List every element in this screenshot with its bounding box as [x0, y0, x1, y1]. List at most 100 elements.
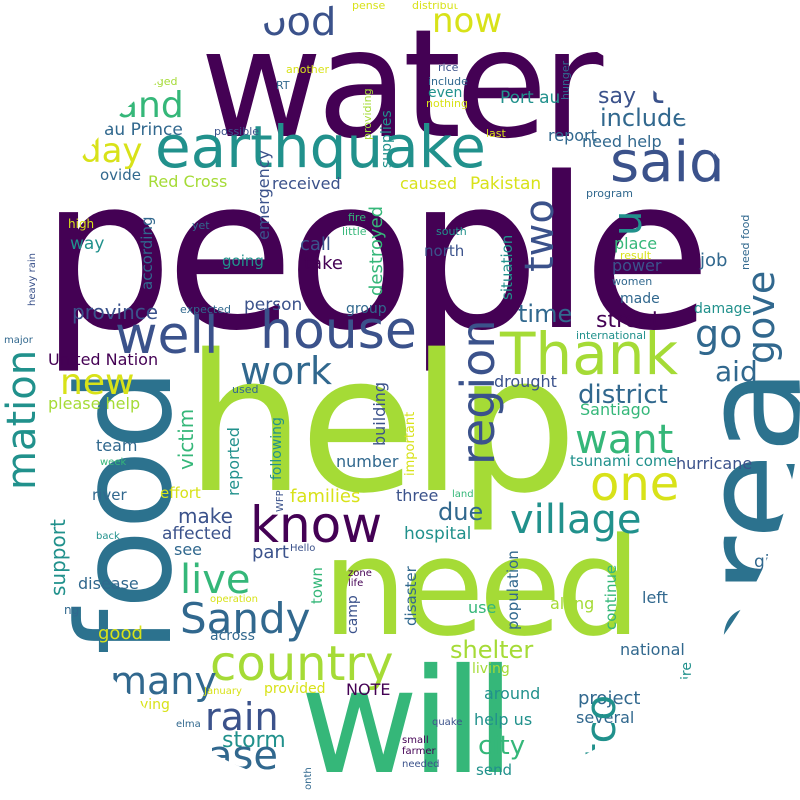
word-will: will [300, 638, 515, 800]
word-high: high [68, 217, 95, 231]
word-several: several [576, 708, 635, 727]
word-back: back [96, 531, 120, 542]
word-needed: needed [402, 759, 440, 770]
word-living: living [472, 661, 510, 677]
word-due: due [438, 498, 484, 526]
word-small: small [402, 735, 429, 746]
word-see: see [174, 540, 203, 559]
word-storm: storm [222, 728, 286, 753]
word-made: made [620, 291, 660, 307]
word-little: little [342, 225, 367, 238]
word-day: day [80, 131, 143, 171]
word-rice: rice [438, 61, 459, 74]
word-provided: provided [264, 681, 326, 697]
word-support: support [46, 519, 70, 596]
word-reported: reported [224, 427, 243, 496]
word-call: call [300, 234, 331, 255]
word-supplies: supplies [379, 110, 395, 168]
word-want: want [575, 417, 674, 463]
word-district: district [578, 380, 668, 410]
word-to: to [650, 71, 687, 112]
word-go: go [695, 312, 743, 356]
word-providing: providing [361, 88, 374, 140]
word-continue: continue [602, 564, 620, 630]
word-week: week [100, 457, 127, 468]
word-send: send [476, 761, 513, 779]
word-disease: disease [78, 574, 139, 593]
word-women: women [612, 275, 653, 288]
word-wfp: WFP [275, 490, 286, 512]
word-disaster: disaster [402, 566, 420, 626]
word-last: last [486, 127, 506, 140]
word-thank: Thank [500, 320, 679, 388]
word-say: say [598, 84, 636, 109]
word-house: house [260, 301, 417, 361]
word-area: area [673, 367, 800, 680]
word-team: team [96, 436, 138, 455]
word-part: part [252, 542, 289, 563]
word-many: many [110, 659, 217, 703]
word-three: three [396, 486, 439, 505]
word-ng: ng [64, 603, 80, 617]
word-families: families [290, 486, 361, 507]
word-port-au: Port au [500, 88, 561, 108]
word-au-prince: au Prince [104, 120, 183, 140]
word-earthquake: earthquake [155, 113, 486, 181]
word-farmer: farmer [402, 746, 436, 757]
word-job: job [700, 250, 728, 271]
word-across: across [210, 628, 255, 644]
word-national: national [620, 640, 685, 659]
word-emergency: emergency [254, 150, 273, 240]
word-hello: Hello [290, 543, 316, 554]
word-distribut: distribut [412, 0, 458, 12]
word-along: along [550, 594, 595, 613]
word-know: know [250, 496, 383, 554]
word-caused: caused [400, 174, 458, 193]
word-mation: mation [0, 349, 45, 490]
word-zone: zone [348, 568, 372, 579]
word-victim: victim [174, 408, 198, 470]
word-red-cross: Red Cross [148, 172, 228, 191]
word-use: use [468, 598, 497, 617]
word-nothing: nothing [426, 97, 468, 110]
word-possible: possible [214, 125, 260, 138]
word-yet: yet [192, 219, 210, 232]
word-give: give [754, 552, 791, 572]
word-south: south [436, 225, 467, 238]
word-project: project [578, 688, 641, 709]
word-important: important [403, 411, 418, 476]
word-even: even [428, 85, 463, 101]
word-help-us: help us [474, 710, 533, 729]
word-ase: ase [208, 733, 278, 779]
word-international: international [576, 329, 647, 342]
word-province: province [72, 300, 159, 324]
word-water: water [200, 0, 603, 172]
word-report: report [548, 126, 597, 145]
word-make: make [178, 504, 233, 528]
word-person: person [244, 295, 303, 315]
word-way: way [70, 234, 105, 254]
word-heavy-rain: heavy rain [27, 253, 38, 306]
word-bi: bi [758, 580, 773, 599]
word-santiago: Santiago [580, 400, 651, 419]
word-ovide: ovide [100, 166, 141, 184]
word-need-food: need food [739, 214, 752, 270]
word-group: group [346, 301, 387, 317]
word-effort: effort [160, 484, 201, 502]
word-one: one [590, 456, 680, 512]
word-please-help: please help [48, 394, 141, 413]
word-elma: elma [176, 719, 201, 730]
word-and: and [116, 85, 184, 126]
word-destroyed: destroyed [366, 205, 387, 296]
word-need-help: need help [582, 132, 662, 151]
word-received: received [272, 174, 341, 193]
word-rain: rain [205, 695, 279, 739]
word-number: number [336, 452, 399, 471]
word-work: work [240, 349, 332, 393]
word-ire: ire [679, 662, 695, 680]
word-time: time [518, 300, 573, 328]
word-expected: expected [180, 303, 231, 316]
word-hospital: hospital [404, 524, 472, 544]
word-building: building [370, 381, 389, 446]
